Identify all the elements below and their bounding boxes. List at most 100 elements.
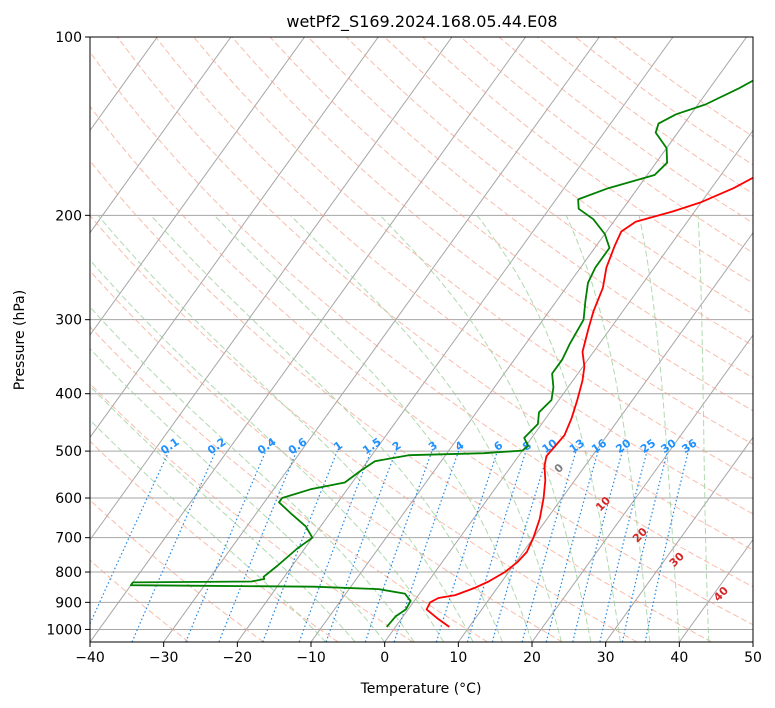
isotherm-line <box>163 37 600 642</box>
y-tick-label: 200 <box>55 208 82 224</box>
mixing-ratio-line <box>185 450 267 642</box>
plot-area: 0.10.20.40.611.52346810131620253036-100-… <box>64 37 753 642</box>
dry-adiabat-line <box>90 559 190 642</box>
isobar-lines <box>90 37 753 630</box>
moist-adiabat-line <box>379 214 592 642</box>
moist-adiabat-label: 20 <box>630 525 650 545</box>
y-tick-label: 400 <box>55 387 82 403</box>
moist-adiabat-line <box>90 259 445 642</box>
mixing-ratio-line <box>90 450 170 626</box>
x-axis-ticks: −40 −30 −20 −10 0 10 20 30 40 50 <box>75 642 762 666</box>
y-axis-ticks: 100 200 300 400 500 600 700 800 900 1000 <box>46 30 90 638</box>
y-tick-label: 300 <box>55 313 82 329</box>
moist-adiabat-line <box>213 214 533 642</box>
moist-adiabat-line <box>476 214 621 642</box>
mixing-ratio-lines <box>90 450 689 642</box>
y-tick-label: 700 <box>55 531 82 547</box>
y-axis-label: Pressure (hPa) <box>12 290 28 390</box>
dry-adiabat-line <box>345 37 753 347</box>
isotherm-line <box>90 37 453 541</box>
chart-title: wetPf2_S169.2024.168.05.44.E08 <box>286 12 557 32</box>
isotherm-line <box>457 231 753 642</box>
mixing-ratio-line <box>393 450 460 642</box>
isotherm-line <box>90 37 379 439</box>
plot-frame <box>89 36 754 643</box>
mixing-ratio-label: 20 <box>613 436 633 456</box>
dry-adiabat-label: -10 <box>64 415 87 439</box>
dry-adiabat-line <box>384 37 753 315</box>
dry-adiabat-line <box>613 37 753 138</box>
dry-adiabat-line <box>90 440 339 642</box>
x-tick-label: −40 <box>75 650 105 666</box>
mixing-ratio-label: 36 <box>679 436 699 456</box>
x-tick-label: 50 <box>744 650 762 666</box>
dry-adiabat-line <box>193 37 753 480</box>
dry-adiabat-line <box>155 37 753 515</box>
x-tick-label: −10 <box>296 650 326 666</box>
x-tick-label: 20 <box>523 650 541 666</box>
x-tick-label: −30 <box>149 650 179 666</box>
y-tick-label: 600 <box>55 491 82 507</box>
mixing-ratio-line <box>521 450 577 642</box>
dry-adiabat-line <box>90 214 638 642</box>
dry-adiabat-line <box>90 105 753 626</box>
y-tick-label: 1000 <box>46 622 82 638</box>
dry-adiabat-line <box>498 37 753 224</box>
mixing-ratio-line <box>131 450 217 642</box>
dry-adiabat-line <box>269 37 753 412</box>
isotherm-line <box>90 37 306 336</box>
mixing-ratio-line <box>621 450 669 642</box>
x-tick-label: 30 <box>597 650 615 666</box>
y-tick-label: 100 <box>55 30 82 46</box>
x-axis-label: Temperature (°C) <box>360 681 482 697</box>
mixing-ratio-line <box>262 450 338 642</box>
dry-adiabat-line <box>422 37 753 284</box>
moist-adiabat-line <box>697 215 710 642</box>
isotherm-line <box>90 37 232 234</box>
mixing-ratio-label: 1.5 <box>360 435 383 457</box>
moist-adiabat-line <box>565 215 651 642</box>
moist-adiabat-label: 0 <box>552 461 567 476</box>
moist-adiabat-label: 10 <box>593 494 613 514</box>
mixing-ratio-line <box>572 450 623 642</box>
dewpoint-line <box>130 79 753 628</box>
moist-adiabat-line <box>290 214 562 642</box>
moist-adiabat-line <box>90 306 415 642</box>
mixing-ratio-label: 16 <box>589 436 609 456</box>
dry-adiabat-line <box>90 51 753 588</box>
mixing-ratio-line <box>545 450 599 642</box>
dry-adiabat-line <box>460 37 753 254</box>
mixing-ratio-line <box>491 450 550 642</box>
mixing-ratio-line <box>599 450 648 642</box>
isotherm-lines <box>90 37 753 642</box>
moist-adiabat-label: 40 <box>711 584 731 604</box>
mixing-ratio-label: 13 <box>567 437 587 456</box>
isotherm-line <box>384 129 753 642</box>
dry-adiabat-line <box>90 499 264 642</box>
isotherm-line <box>678 538 753 642</box>
moist-adiabat-line <box>150 214 503 642</box>
isotherm-line <box>236 37 674 642</box>
dry-adiabat-line <box>90 270 563 642</box>
y-tick-label: 500 <box>55 444 82 460</box>
mixing-ratio-line <box>435 450 498 642</box>
moist-adiabat-lines <box>90 214 710 642</box>
mixing-ratio-label: 0.6 <box>286 435 310 457</box>
mixing-ratio-label: 0.4 <box>255 435 279 457</box>
y-tick-label: 800 <box>55 565 82 581</box>
mixing-ratio-line <box>364 450 433 642</box>
moist-adiabat-line <box>97 214 474 642</box>
mixing-ratio-line <box>298 450 372 642</box>
isotherm-line <box>531 334 753 642</box>
mixing-ratio-label: 0.1 <box>158 435 181 457</box>
mixing-ratio-line <box>644 450 689 642</box>
dry-adiabat-line <box>90 326 488 642</box>
mixing-ratio-line <box>218 450 298 642</box>
temperature-line <box>425 176 753 628</box>
dry-adiabat-line <box>307 37 753 379</box>
mixing-ratio-line <box>466 450 527 642</box>
moist-adiabat-line <box>638 215 680 642</box>
x-tick-label: 10 <box>449 650 467 666</box>
y-tick-label: 900 <box>55 595 82 611</box>
